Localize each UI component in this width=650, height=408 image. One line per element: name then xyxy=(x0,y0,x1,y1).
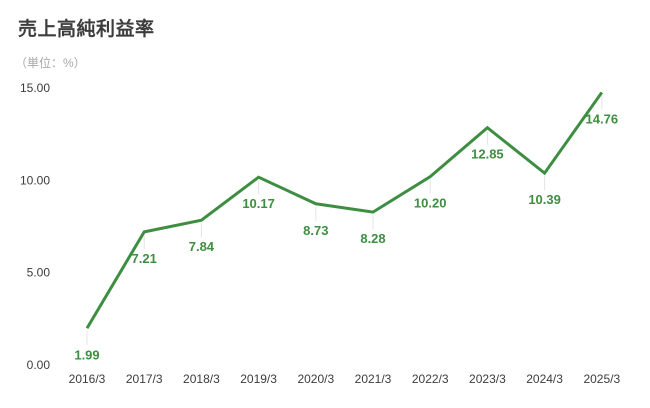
y-axis-tick-label: 0.00 xyxy=(27,358,51,372)
x-axis-tick-label: 2018/3 xyxy=(183,372,220,386)
x-axis-tick-label: 2021/3 xyxy=(355,372,392,386)
x-axis-tick-label: 2022/3 xyxy=(412,372,449,386)
data-point-label: 7.21 xyxy=(132,251,157,266)
y-axis-tick-label: 5.00 xyxy=(27,266,51,280)
data-point-label: 8.73 xyxy=(303,223,328,238)
x-axis-tick-label: 2017/3 xyxy=(126,372,163,386)
x-axis-tick-label: 2016/3 xyxy=(69,372,106,386)
x-axis-tick-label: 2020/3 xyxy=(297,372,334,386)
data-point-label: 12.85 xyxy=(471,147,504,162)
data-point-label: 7.84 xyxy=(189,239,215,254)
data-point-label: 10.20 xyxy=(414,196,447,211)
x-axis-tick-label: 2025/3 xyxy=(583,372,620,386)
y-axis-tick-label: 15.00 xyxy=(20,81,50,95)
data-point-label: 10.39 xyxy=(528,192,561,207)
y-axis-tick-label: 10.00 xyxy=(20,173,50,187)
unit-label: （単位：%） xyxy=(15,56,86,70)
data-point-label: 1.99 xyxy=(74,347,99,362)
data-point-label: 10.17 xyxy=(242,196,275,211)
data-point-label: 14.76 xyxy=(586,111,619,126)
x-axis-tick-label: 2019/3 xyxy=(240,372,277,386)
data-point-label: 8.28 xyxy=(360,231,385,246)
series-line xyxy=(85,91,604,330)
chart-title: 売上高純利益率 xyxy=(18,19,155,40)
x-axis-tick-label: 2024/3 xyxy=(526,372,563,386)
x-axis-tick-label: 2023/3 xyxy=(469,372,506,386)
